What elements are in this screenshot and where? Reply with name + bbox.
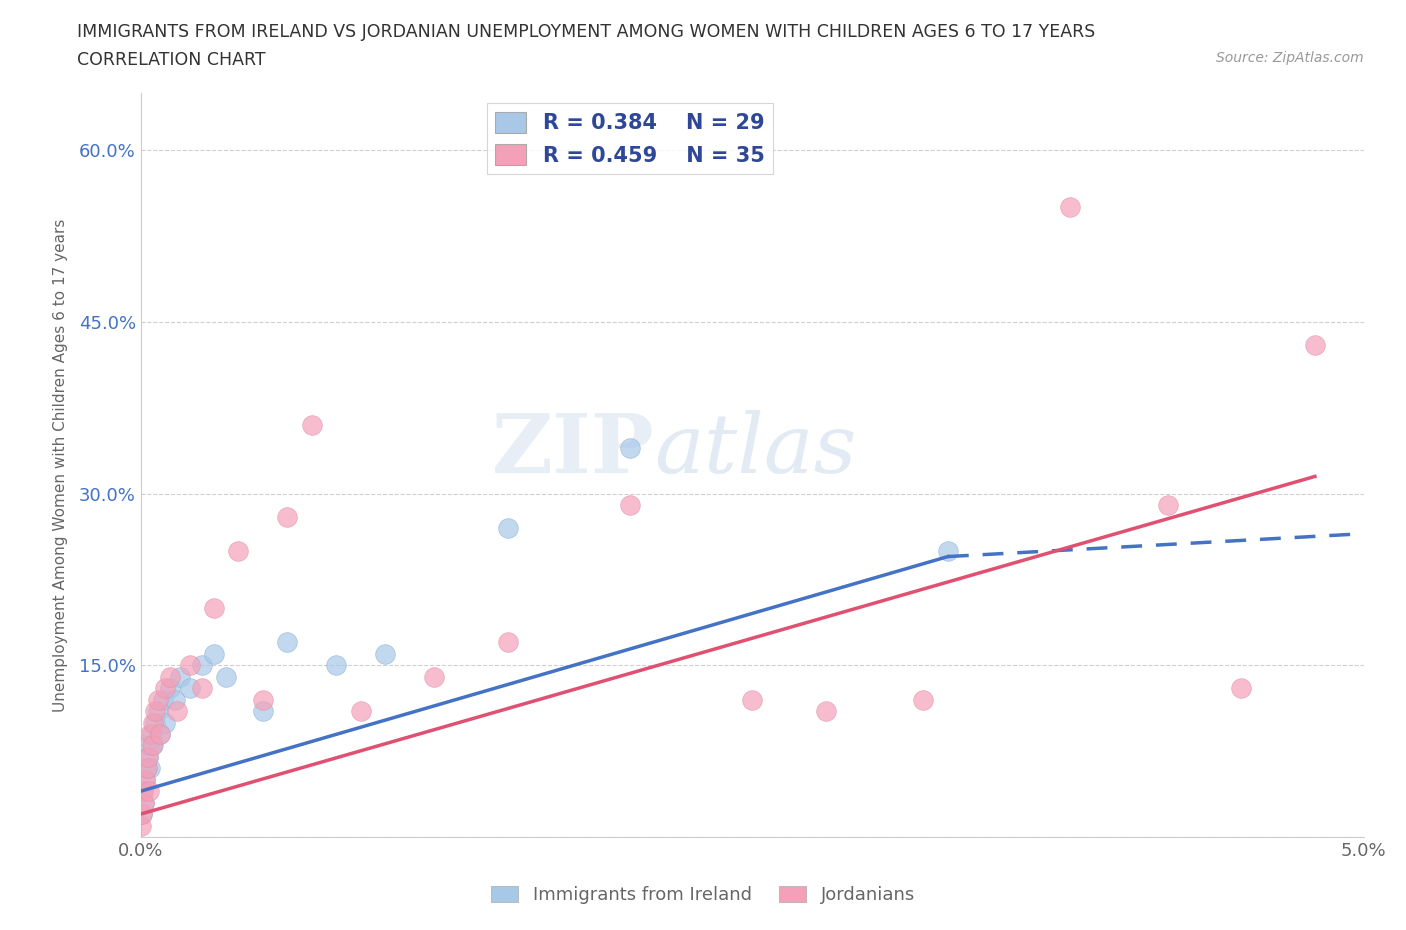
Point bbox=[496, 521, 519, 536]
Point bbox=[252, 704, 274, 719]
Point bbox=[619, 498, 641, 512]
Point bbox=[135, 761, 157, 776]
Point bbox=[1059, 200, 1081, 215]
Point bbox=[276, 509, 298, 524]
Point bbox=[143, 715, 166, 730]
Point bbox=[1157, 498, 1180, 512]
Point bbox=[134, 795, 156, 810]
Point bbox=[136, 750, 159, 764]
Text: IMMIGRANTS FROM IRELAND VS JORDANIAN UNEMPLOYMENT AMONG WOMEN WITH CHILDREN AGES: IMMIGRANTS FROM IRELAND VS JORDANIAN UNE… bbox=[77, 23, 1095, 41]
Point bbox=[163, 692, 186, 707]
Y-axis label: Unemployment Among Women with Children Ages 6 to 17 years: Unemployment Among Women with Children A… bbox=[52, 219, 67, 711]
Point bbox=[149, 726, 172, 741]
Point bbox=[146, 692, 169, 707]
Point bbox=[1230, 681, 1253, 696]
Point bbox=[374, 646, 396, 661]
Point bbox=[912, 692, 935, 707]
Point bbox=[166, 704, 188, 719]
Text: Source: ZipAtlas.com: Source: ZipAtlas.com bbox=[1216, 51, 1364, 65]
Text: ZIP: ZIP bbox=[492, 410, 654, 490]
Point bbox=[153, 715, 176, 730]
Point bbox=[814, 704, 837, 719]
Point bbox=[131, 806, 153, 821]
Point bbox=[134, 772, 156, 787]
Point bbox=[138, 784, 160, 799]
Point bbox=[191, 658, 214, 672]
Point bbox=[152, 692, 174, 707]
Point bbox=[423, 670, 446, 684]
Point bbox=[202, 601, 225, 616]
Point bbox=[159, 681, 181, 696]
Point bbox=[301, 418, 323, 432]
Point bbox=[146, 704, 169, 719]
Point bbox=[179, 681, 201, 696]
Point bbox=[139, 761, 162, 776]
Legend: Immigrants from Ireland, Jordanians: Immigrants from Ireland, Jordanians bbox=[484, 879, 922, 911]
Point bbox=[153, 681, 176, 696]
Point bbox=[142, 715, 165, 730]
Point bbox=[169, 670, 191, 684]
Point bbox=[139, 726, 162, 741]
Point bbox=[135, 761, 157, 776]
Point bbox=[741, 692, 763, 707]
Point bbox=[276, 635, 298, 650]
Point bbox=[1303, 338, 1326, 352]
Point bbox=[136, 750, 159, 764]
Point bbox=[179, 658, 201, 672]
Point bbox=[149, 726, 172, 741]
Point bbox=[202, 646, 225, 661]
Point bbox=[141, 726, 163, 741]
Point bbox=[350, 704, 373, 719]
Point bbox=[143, 704, 166, 719]
Point bbox=[141, 738, 163, 753]
Point bbox=[131, 818, 153, 833]
Point bbox=[132, 784, 155, 799]
Point bbox=[936, 543, 959, 558]
Point bbox=[215, 670, 238, 684]
Text: atlas: atlas bbox=[654, 410, 856, 490]
Point bbox=[496, 635, 519, 650]
Legend: R = 0.384    N = 29, R = 0.459    N = 35: R = 0.384 N = 29, R = 0.459 N = 35 bbox=[486, 103, 773, 174]
Point bbox=[325, 658, 347, 672]
Point bbox=[132, 784, 155, 799]
Point bbox=[619, 441, 641, 456]
Point bbox=[131, 806, 153, 821]
Point bbox=[134, 772, 156, 787]
Point bbox=[134, 795, 156, 810]
Point bbox=[138, 738, 160, 753]
Point bbox=[191, 681, 214, 696]
Point bbox=[252, 692, 274, 707]
Text: CORRELATION CHART: CORRELATION CHART bbox=[77, 51, 266, 69]
Point bbox=[142, 738, 165, 753]
Point bbox=[228, 543, 250, 558]
Point bbox=[159, 670, 181, 684]
